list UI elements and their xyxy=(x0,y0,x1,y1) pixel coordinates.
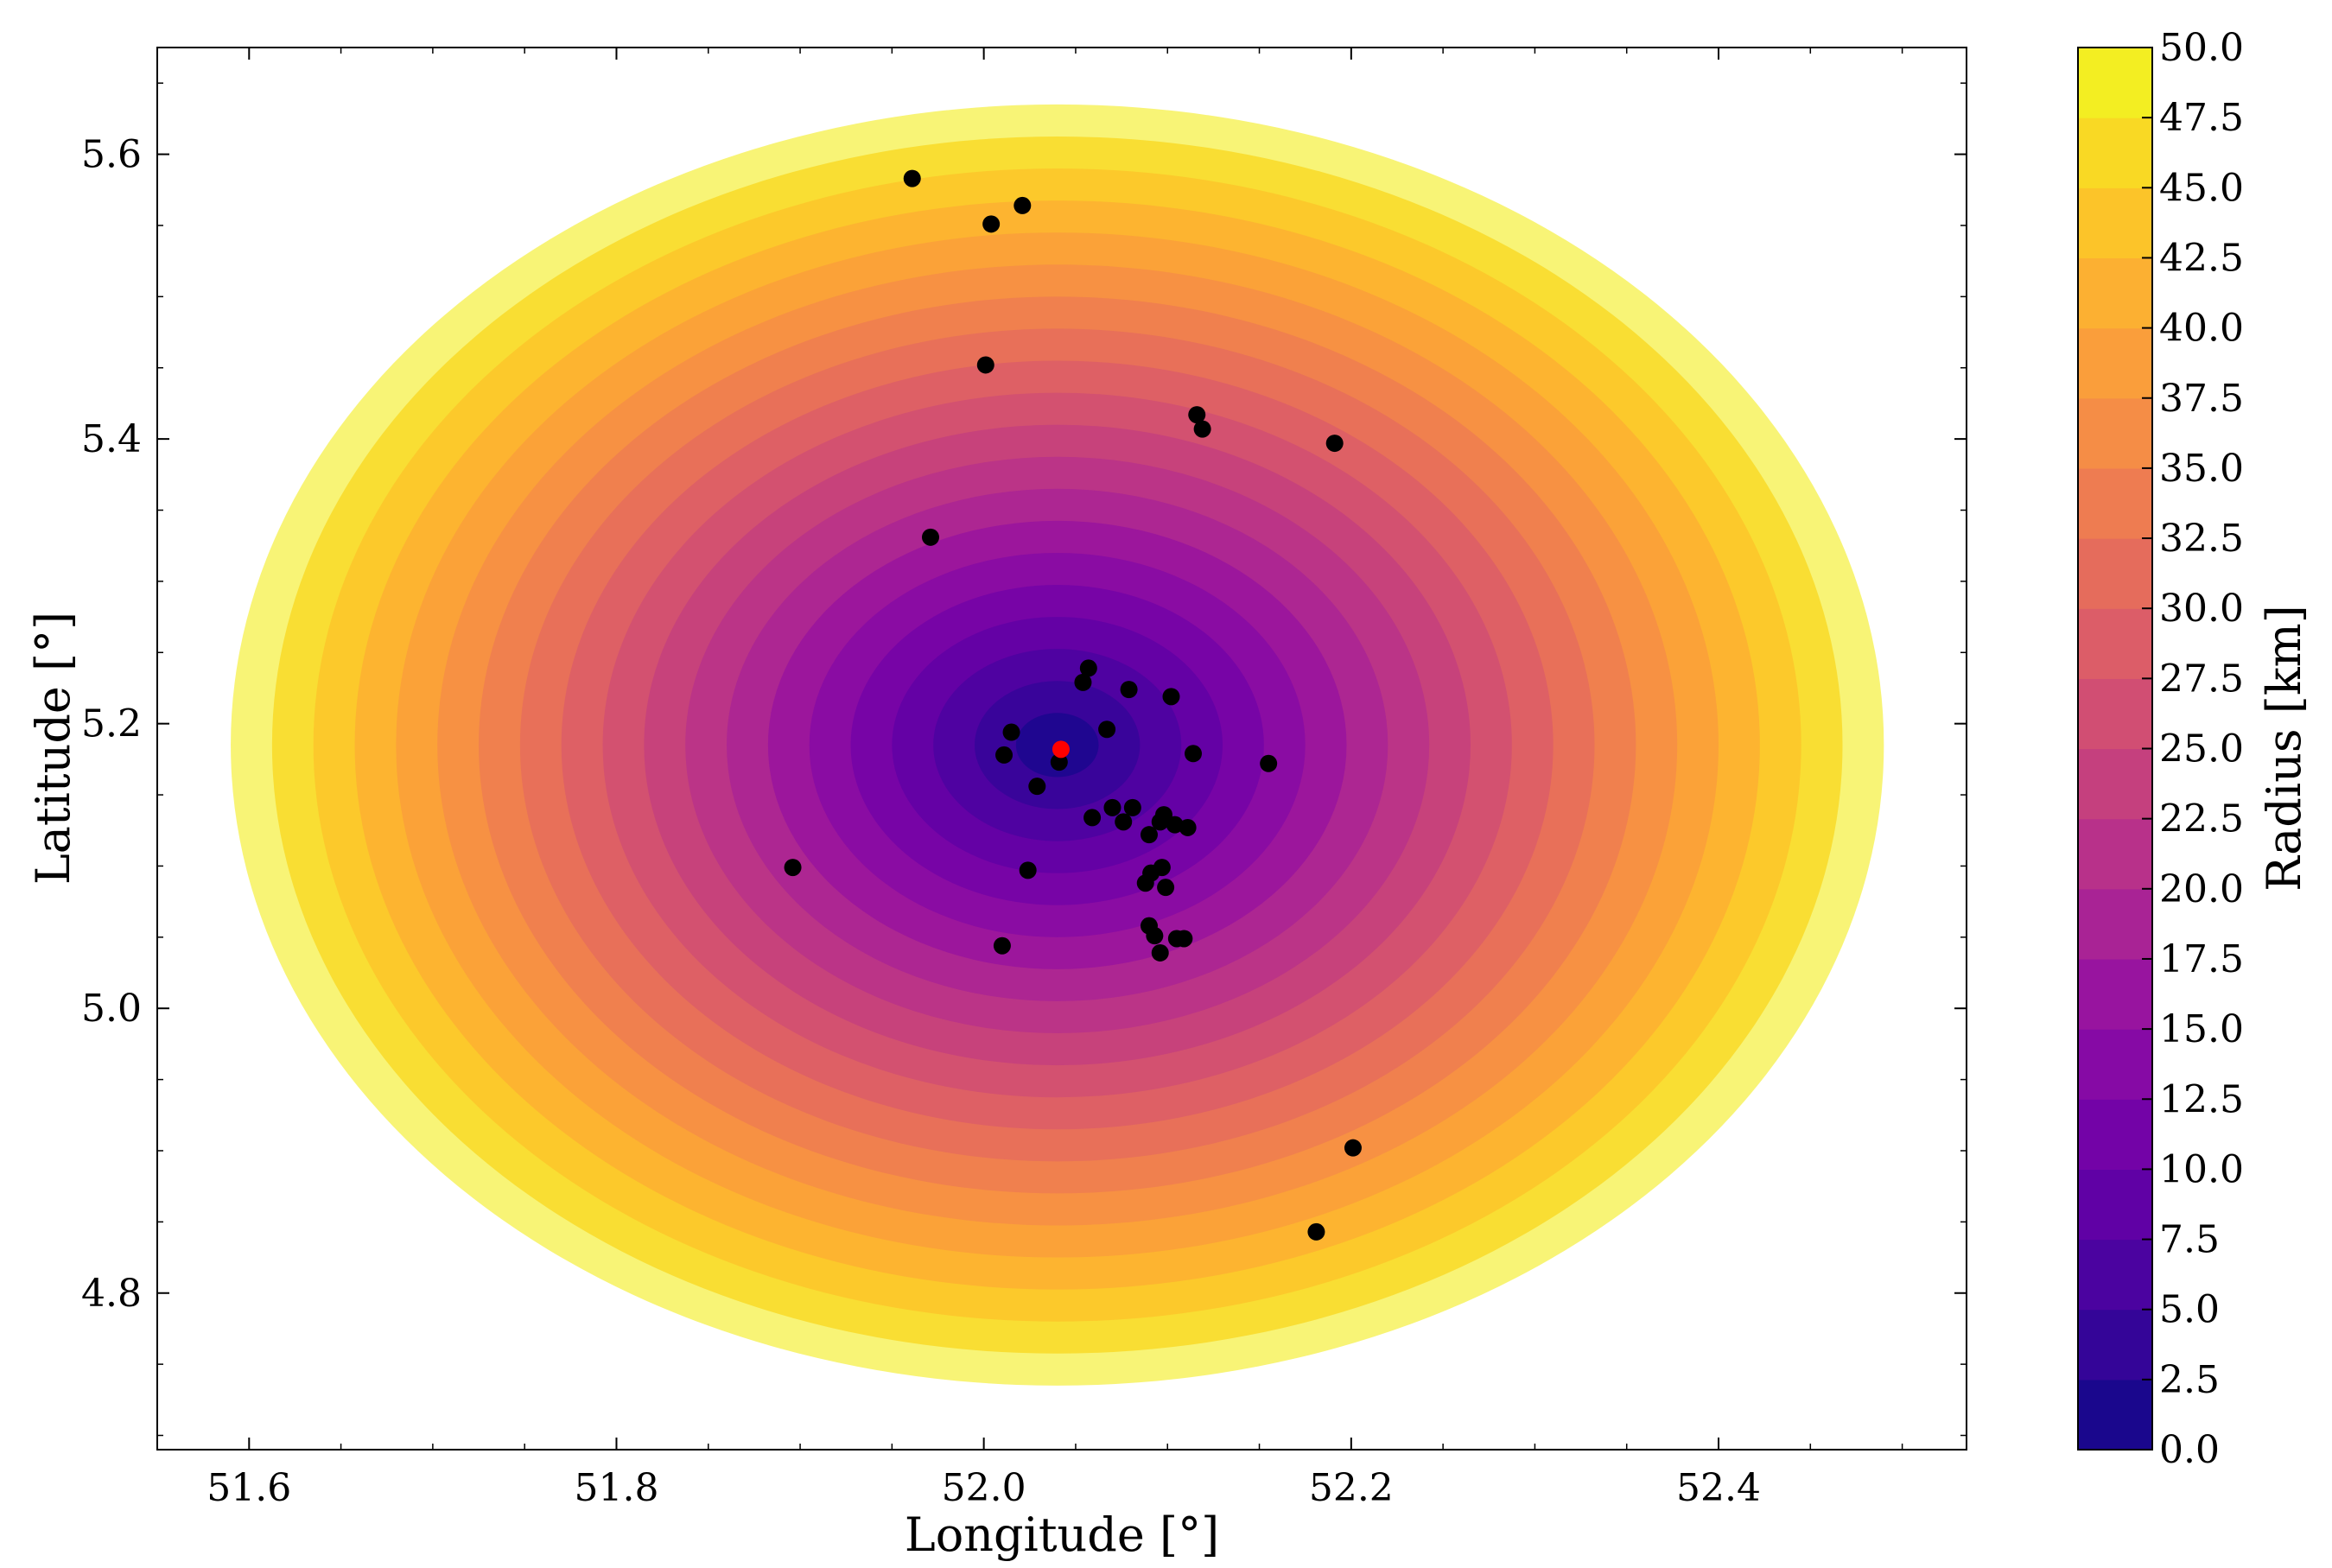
data-points xyxy=(784,169,1362,1241)
colorbar-tick-label: 0.0 xyxy=(2159,1428,2220,1472)
colorbar-tick-label: 35.0 xyxy=(2159,447,2244,491)
colorbar-tick-label: 2.5 xyxy=(2159,1358,2220,1402)
scatter-point xyxy=(903,169,921,187)
colorbar-tick-label: 30.0 xyxy=(2159,587,2244,631)
x-tick-label: 52.0 xyxy=(942,1466,1026,1510)
y-tick-label: 5.4 xyxy=(81,417,142,461)
scatter-point xyxy=(1325,435,1344,453)
x-tick-label: 52.2 xyxy=(1309,1466,1394,1510)
scatter-point xyxy=(1115,813,1133,831)
scatter-point xyxy=(1098,721,1116,739)
colorbar-segment xyxy=(2078,538,2152,609)
colorbar-tick-label: 22.5 xyxy=(2159,797,2244,841)
colorbar-segment xyxy=(2078,1099,2152,1170)
y-tick-label: 5.2 xyxy=(81,702,142,746)
colorbar-segment xyxy=(2078,888,2152,960)
colorbar-tick-label: 42.5 xyxy=(2159,236,2244,280)
plot-frame xyxy=(156,47,1967,1451)
colorbar-label: Radius [km] xyxy=(2257,605,2311,892)
colorbar-segment xyxy=(2078,958,2152,1030)
colorbar-segment xyxy=(2078,748,2152,820)
scatter-point xyxy=(1002,723,1020,741)
colorbar-segment xyxy=(2078,1239,2152,1311)
scatter-point xyxy=(1013,196,1032,214)
colorbar-segment xyxy=(2078,467,2152,539)
colorbar-tick-label: 17.5 xyxy=(2159,937,2244,981)
scatter-point xyxy=(1120,681,1138,699)
scatter-point xyxy=(1103,798,1122,816)
colorbar-segment xyxy=(2078,327,2152,399)
colorbar: 0.0 2.5 5.0 7.5 10.0 12.5 15.0 17.5 20.0 22.5 25.0… xyxy=(2077,26,2244,1472)
scatter-point xyxy=(1028,778,1046,796)
colorbar-tick-label: 15.0 xyxy=(2159,1007,2244,1051)
scatter-point xyxy=(1307,1222,1325,1241)
colorbar-tick-label: 37.5 xyxy=(2159,377,2244,421)
colorbar-segment xyxy=(2078,1029,2152,1100)
x-tick-label: 51.6 xyxy=(207,1466,291,1510)
x-tick-label: 52.4 xyxy=(1676,1466,1761,1510)
center-point xyxy=(1052,740,1070,759)
colorbar-segment xyxy=(2078,397,2152,469)
scatter-point xyxy=(982,215,1001,233)
scatter-point xyxy=(1019,861,1037,879)
colorbar-tick-label: 47.5 xyxy=(2159,96,2244,140)
colorbar-tick-label: 12.5 xyxy=(2159,1077,2244,1121)
colorbar-segment xyxy=(2078,1309,2152,1381)
x-axis: 51.6 51.8 52.0 52.2 52.4 xyxy=(156,48,1903,1510)
colorbar-segment xyxy=(2078,187,2152,259)
scatter-point xyxy=(1140,826,1158,844)
scatter-point xyxy=(1157,879,1175,897)
colorbar-segment xyxy=(2078,608,2152,679)
scatter-point xyxy=(1074,673,1092,691)
colorbar-tick-label: 27.5 xyxy=(2159,657,2244,701)
scatter-point xyxy=(921,528,939,546)
scatter-point xyxy=(784,859,802,877)
colorbar-tick-label: 5.0 xyxy=(2159,1288,2220,1332)
colorbar-segment xyxy=(2078,818,2152,890)
y-axis: 4.8 5.0 5.2 5.4 5.6 xyxy=(81,82,1967,1437)
scatter-point xyxy=(1185,745,1203,763)
colorbar-segment xyxy=(2078,1379,2152,1451)
scatter-point xyxy=(995,746,1013,764)
colorbar-segment xyxy=(2078,1169,2152,1241)
colorbar-tick-label: 50.0 xyxy=(2159,26,2244,70)
scatter-point xyxy=(1079,659,1097,677)
x-axis-label: Longitude [°] xyxy=(905,1508,1219,1562)
scatter-point xyxy=(1146,927,1164,945)
scatter-point xyxy=(1136,874,1154,892)
scatter-point xyxy=(1188,406,1206,424)
scatter-point xyxy=(1166,816,1184,834)
colorbar-tick-label: 45.0 xyxy=(2159,166,2244,210)
colorbar-segment xyxy=(2078,117,2152,188)
scatter-point xyxy=(1193,420,1211,438)
scatter-point xyxy=(1123,798,1141,816)
colorbar-tick-label: 10.0 xyxy=(2159,1147,2244,1191)
colorbar-segment xyxy=(2078,48,2152,118)
colorbar-tick-label: 40.0 xyxy=(2159,307,2244,351)
colorbar-tick-label: 7.5 xyxy=(2159,1218,2220,1262)
scatter-point xyxy=(1344,1139,1362,1157)
scatter-point xyxy=(1083,809,1102,827)
colorbar-segment xyxy=(2078,678,2152,750)
colorbar-segment xyxy=(2078,257,2152,329)
scatter-point xyxy=(1260,754,1278,772)
scatter-point xyxy=(976,356,994,374)
scatter-point xyxy=(993,936,1011,955)
colorbar-tick-label: 25.0 xyxy=(2159,727,2244,771)
colorbar-tick-label: 20.0 xyxy=(2159,867,2244,911)
x-tick-label: 51.8 xyxy=(574,1466,658,1510)
scatter-point xyxy=(1162,688,1180,706)
y-tick-label: 4.8 xyxy=(81,1272,142,1316)
y-tick-label: 5.0 xyxy=(81,987,142,1031)
y-axis-label: Latitude [°] xyxy=(26,612,80,885)
colorbar-tick-label: 32.5 xyxy=(2159,517,2244,561)
y-tick-label: 5.6 xyxy=(81,133,142,177)
scatter-point xyxy=(1153,859,1171,877)
scatter-point xyxy=(1179,818,1197,836)
scatter-point xyxy=(1175,930,1193,948)
scatter-point xyxy=(1050,753,1068,771)
scatter-point xyxy=(1151,813,1169,831)
scatter-point xyxy=(1151,943,1169,962)
